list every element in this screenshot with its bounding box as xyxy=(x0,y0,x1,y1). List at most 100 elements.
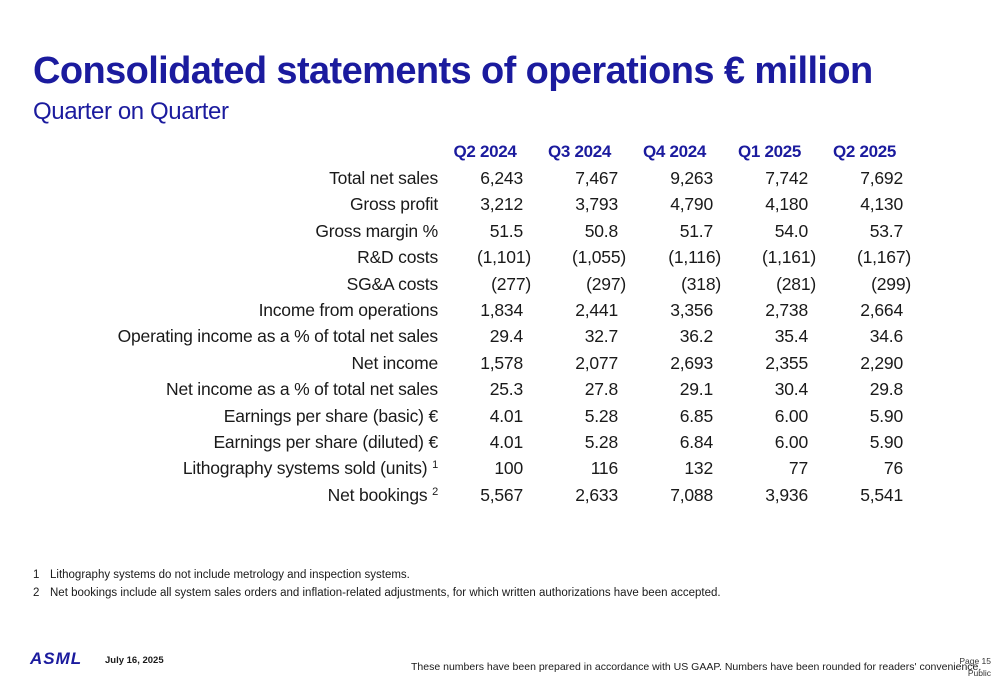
row-label-text: Gross margin % xyxy=(315,220,438,241)
row-label: Net income xyxy=(0,350,438,376)
page-subtitle: Quarter on Quarter xyxy=(33,98,229,125)
table-row: Operating income as a % of total net sal… xyxy=(0,324,1000,350)
footnote-marker: 1 xyxy=(432,459,438,472)
value-cell: 4.01 xyxy=(489,431,523,452)
header-row: Q2 2024 Q3 2024 Q4 2024 Q1 2025 Q2 2025 xyxy=(0,139,1000,165)
footer-disclaimer: These numbers have been prepared in acco… xyxy=(411,661,982,673)
footnotes: 1 Lithography systems do not include metr… xyxy=(33,566,721,602)
value-cell: 51.5 xyxy=(489,220,523,241)
row-label-text: Earnings per share (basic) € xyxy=(223,405,438,426)
row-label: Gross profit xyxy=(0,192,438,218)
value-cell: 3,936 xyxy=(765,484,808,505)
value-cell: 7,692 xyxy=(860,168,903,189)
value-cell: 3,356 xyxy=(670,300,713,321)
value-cell: 6.00 xyxy=(774,431,808,452)
table-row: Earnings per share (basic) € 4.01 5.28 6.85… xyxy=(0,403,1000,429)
value-cell: 7,742 xyxy=(765,168,808,189)
value-cell: 76 xyxy=(883,458,903,479)
row-label-text: SG&A costs xyxy=(346,273,439,294)
value-cell: 53.7 xyxy=(869,220,903,241)
row-label: R&D costs xyxy=(0,245,438,271)
value-cell: 6.00 xyxy=(774,405,808,426)
footnote: 1 Lithography systems do not include metr… xyxy=(33,566,721,584)
row-label-text: Income from operations xyxy=(258,300,439,321)
row-label-text: Lithography systems sold (units) xyxy=(182,458,428,479)
column-header: Q2 2024 xyxy=(453,142,517,162)
value-cell: 2,633 xyxy=(575,484,618,505)
value-cell: 35.4 xyxy=(774,326,808,347)
value-cell: 4.01 xyxy=(489,405,523,426)
value-cell: 4,180 xyxy=(765,194,808,215)
column-header: Q2 2025 xyxy=(832,142,897,162)
page-title: Consolidated statements of operations € … xyxy=(33,50,873,92)
value-cell: 50.8 xyxy=(584,220,618,241)
value-cell: 7,467 xyxy=(575,168,618,189)
value-cell: 29.4 xyxy=(489,326,523,347)
value-cell: 3,793 xyxy=(575,194,618,215)
table-row: Gross profit 3,212 3,793 4,790 4,180 4,130 xyxy=(0,192,1000,218)
value-cell: 6.84 xyxy=(679,431,713,452)
value-cell: 100 xyxy=(494,458,523,479)
classification-label: Public xyxy=(967,668,991,678)
table-row: Gross margin % 51.5 50.8 51.7 54.0 53.7 xyxy=(0,218,1000,244)
footnote-text: Net bookings include all system sales or… xyxy=(50,587,721,599)
value-cell: 7,088 xyxy=(670,484,713,505)
value-cell: 54.0 xyxy=(774,220,808,241)
value-cell: 5.90 xyxy=(869,405,903,426)
value-cell: 2,693 xyxy=(670,352,713,373)
value-cell: 2,355 xyxy=(765,352,808,373)
value-cell: 2,077 xyxy=(575,352,618,373)
value-cell: 5,541 xyxy=(860,484,903,505)
value-cell: (299) xyxy=(871,273,911,294)
value-cell: 1,834 xyxy=(480,300,523,321)
value-cell: (1,055) xyxy=(571,247,626,268)
row-label-text: R&D costs xyxy=(357,247,438,268)
value-cell: 132 xyxy=(684,458,713,479)
label-column-header xyxy=(0,139,438,165)
table-row: Income from operations 1,834 2,441 3,356 2,7… xyxy=(0,297,1000,323)
value-cell: 34.6 xyxy=(869,326,903,347)
column-header: Q1 2025 xyxy=(737,142,802,162)
value-cell: 51.7 xyxy=(679,220,713,241)
value-cell: 5.28 xyxy=(584,431,618,452)
row-label-text: Net income xyxy=(351,352,438,373)
column-header: Q3 2024 xyxy=(547,142,612,162)
table-row: Total net sales 6,243 7,467 9,263 7,742 7,692 xyxy=(0,165,1000,191)
table-row: Net bookings 2 5,567 2,633 7,088 3,936 5,541 xyxy=(0,482,1000,508)
value-cell: (1,167) xyxy=(856,247,911,268)
value-cell: 2,441 xyxy=(575,300,618,321)
value-cell: 25.3 xyxy=(489,379,523,400)
value-cell: 6.85 xyxy=(679,405,713,426)
table-row: R&D costs (1,101) (1,055) (1,116) (1,161) (1,… xyxy=(0,245,1000,271)
row-label-text: Gross profit xyxy=(349,194,438,215)
table-row: Net income as a % of total net sales 25.3… xyxy=(0,377,1000,403)
row-label: SG&A costs xyxy=(0,271,439,297)
value-cell: 1,578 xyxy=(480,352,523,373)
footer-date: July 16, 2025 xyxy=(105,655,164,666)
value-cell: 5.28 xyxy=(584,405,618,426)
footnote: 2 Net bookings include all system sales o… xyxy=(33,584,721,602)
value-cell: 29.1 xyxy=(679,379,713,400)
value-cell: (281) xyxy=(776,273,816,294)
table-body: Total net sales 6,243 7,467 9,263 7,742 7,692… xyxy=(0,165,1000,508)
table-row: SG&A costs (277) (297) (318) (281) (299) xyxy=(0,271,1000,297)
row-label: Total net sales xyxy=(0,165,438,191)
asml-logo: ASML xyxy=(30,649,83,668)
page-number: Page 15 xyxy=(959,656,991,666)
value-cell: 77 xyxy=(788,458,808,479)
value-cell: 9,263 xyxy=(670,168,713,189)
value-cell: 32.7 xyxy=(584,326,618,347)
value-cell: (297) xyxy=(586,273,626,294)
value-cell: 5.90 xyxy=(869,431,903,452)
value-cell: 6,243 xyxy=(480,168,523,189)
value-cell: 2,664 xyxy=(860,300,903,321)
row-label: Earnings per share (diluted) € xyxy=(0,429,438,455)
table-row: Earnings per share (diluted) € 4.01 5.28 6.… xyxy=(0,429,1000,455)
value-cell: (1,101) xyxy=(476,247,531,268)
footnote-number: 2 xyxy=(33,587,40,599)
value-cell: (277) xyxy=(491,273,531,294)
value-cell: 2,290 xyxy=(860,352,903,373)
footnote-number: 1 xyxy=(33,569,40,581)
row-label-text: Earnings per share (diluted) € xyxy=(213,431,438,452)
value-cell: 36.2 xyxy=(679,326,713,347)
